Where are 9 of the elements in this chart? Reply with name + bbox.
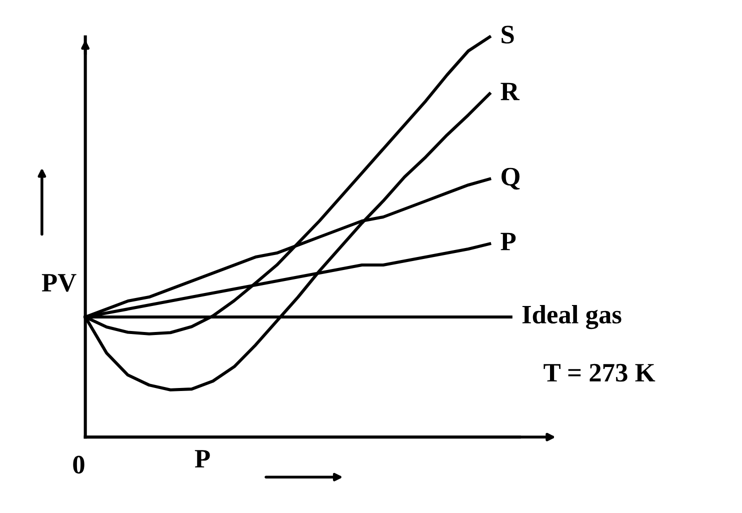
series-label: R — [500, 82, 520, 100]
series-label: Q — [502, 168, 520, 190]
series-label: S — [502, 26, 514, 44]
text: 0 — [73, 456, 84, 474]
series-label: Ideal gas — [522, 304, 622, 330]
series-label: P — [500, 232, 516, 250]
text: T = 273 K — [544, 364, 656, 382]
y-axis-title: PV — [42, 274, 76, 292]
x-axis-title: P — [194, 450, 210, 468]
